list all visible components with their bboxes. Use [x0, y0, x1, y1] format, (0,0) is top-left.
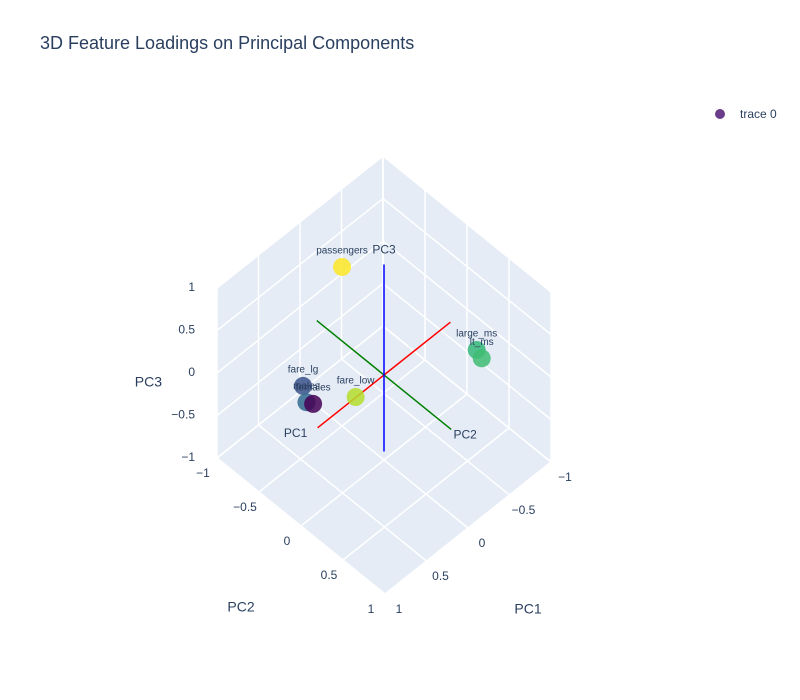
grid-line — [382, 325, 552, 463]
axis-line-label: PC1 — [284, 426, 308, 440]
tick-label: 0.5 — [321, 568, 338, 582]
grid-line — [300, 393, 468, 527]
tick-label: 0.5 — [178, 323, 195, 337]
tick-label: −0.5 — [233, 500, 257, 514]
point-label: fare_low — [337, 376, 376, 387]
tick-label: 0 — [284, 534, 291, 548]
grid-line — [382, 197, 552, 336]
legend: trace 0 — [715, 107, 777, 121]
data-point[interactable] — [304, 394, 323, 413]
tick-label: −1 — [196, 466, 210, 480]
tick-label: −1 — [181, 450, 195, 464]
tick-label: −0.5 — [171, 408, 195, 422]
axis-line-label: PC3 — [372, 243, 396, 257]
data-point[interactable] — [472, 349, 491, 368]
tick-label: 0 — [479, 536, 486, 550]
axis-title: PC3 — [135, 374, 162, 390]
legend-marker[interactable] — [715, 109, 725, 119]
grid-line — [216, 240, 384, 374]
axis-title: PC2 — [227, 599, 254, 615]
axis-title: PC1 — [514, 601, 541, 617]
axis-line-label: PC2 — [454, 428, 478, 442]
tick-label: 0.5 — [432, 569, 449, 583]
grid-line — [258, 359, 426, 493]
grid-line — [382, 240, 552, 378]
scene: −1 −0.5 0 0.5 1 −1 −0.5 0 0.5 1 −1 −0.5 0 0.5 1 PC1 PC2 P… — [135, 155, 572, 617]
grid-line — [384, 461, 552, 595]
grid-line — [216, 282, 384, 417]
point-label: males — [293, 381, 320, 392]
point-label: passengers — [316, 246, 368, 257]
tick-label: 1 — [396, 602, 403, 616]
grid-line — [382, 155, 552, 293]
data-point[interactable] — [333, 257, 352, 276]
tick-label: −1 — [558, 470, 572, 484]
point-label: fare_lg — [288, 365, 319, 376]
point-label: females — [296, 383, 331, 394]
tick-label: 0 — [188, 365, 195, 379]
grid-line — [342, 427, 510, 561]
grid-line — [216, 197, 384, 332]
tick-label: 1 — [188, 280, 195, 294]
data-point[interactable] — [294, 376, 313, 395]
point-label: lt_ms — [470, 337, 494, 348]
tick-label: 1 — [368, 602, 375, 616]
legend-label[interactable]: trace 0 — [740, 107, 777, 121]
tick-label: −0.5 — [512, 503, 536, 517]
data-point[interactable] — [346, 388, 365, 407]
grid-line — [216, 155, 384, 289]
grid-line — [382, 282, 552, 421]
point-label: large_ms — [456, 329, 497, 340]
chart-title: 3D Feature Loadings on Principal Compone… — [40, 33, 414, 53]
